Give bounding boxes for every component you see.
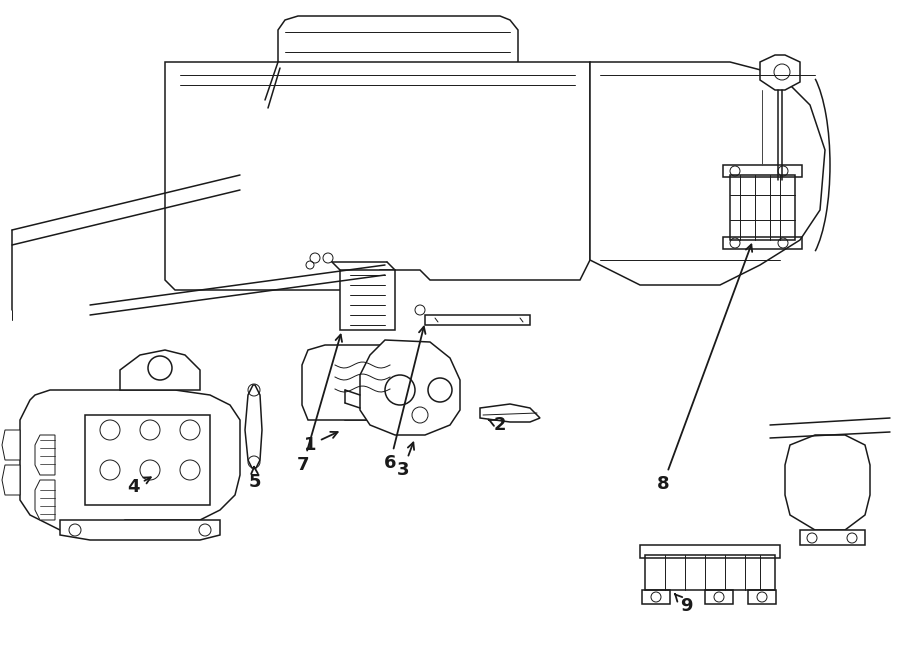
Text: 9: 9 <box>675 594 692 615</box>
Text: 5: 5 <box>248 467 261 491</box>
Polygon shape <box>302 345 421 420</box>
Text: 6: 6 <box>383 327 426 472</box>
Bar <box>723 165 802 177</box>
Polygon shape <box>60 520 220 540</box>
Polygon shape <box>120 350 200 390</box>
Polygon shape <box>245 385 262 468</box>
Text: 7: 7 <box>297 334 342 474</box>
Polygon shape <box>35 480 55 520</box>
Polygon shape <box>2 430 20 460</box>
Bar <box>642 590 670 604</box>
Text: 8: 8 <box>657 245 752 493</box>
Polygon shape <box>2 465 20 495</box>
Text: 4: 4 <box>127 477 151 496</box>
Polygon shape <box>480 404 540 422</box>
Polygon shape <box>165 62 590 290</box>
Text: 3: 3 <box>397 442 414 479</box>
Text: 1: 1 <box>304 432 338 454</box>
Polygon shape <box>20 390 240 535</box>
Bar <box>705 590 733 604</box>
Polygon shape <box>760 55 800 90</box>
Polygon shape <box>645 555 775 590</box>
Polygon shape <box>785 435 870 530</box>
Polygon shape <box>340 270 395 330</box>
Bar <box>723 237 802 249</box>
Polygon shape <box>278 16 518 68</box>
Polygon shape <box>590 62 825 285</box>
Polygon shape <box>320 350 400 420</box>
Bar <box>748 590 776 604</box>
Polygon shape <box>85 415 210 505</box>
Polygon shape <box>360 340 460 435</box>
Polygon shape <box>730 175 795 240</box>
Polygon shape <box>425 315 530 325</box>
Polygon shape <box>800 530 865 545</box>
Polygon shape <box>35 435 55 475</box>
Text: 2: 2 <box>489 416 506 434</box>
